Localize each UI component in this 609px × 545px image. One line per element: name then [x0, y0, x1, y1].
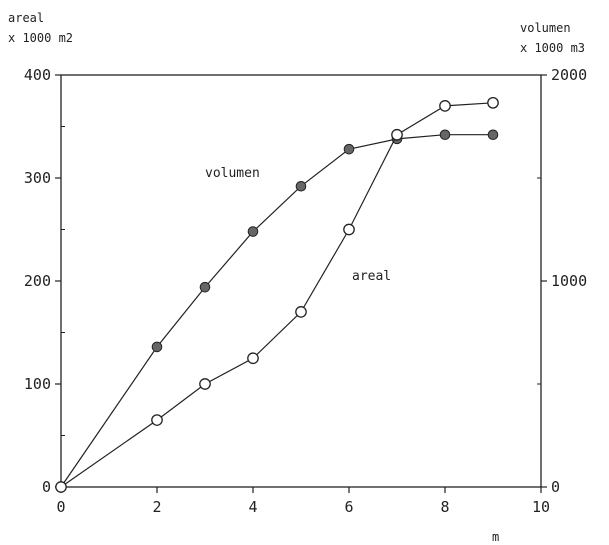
x-tick-label: 8: [440, 498, 449, 516]
x-axis-label: m: [492, 530, 499, 544]
data-point-volumen: [247, 226, 259, 237]
data-point-volumen: [199, 281, 211, 293]
plot-frame: [60, 74, 542, 488]
data-point-areal: [487, 96, 499, 109]
data-point-volumen: [295, 180, 307, 192]
left-axis-label-2: x 1000 m2: [8, 31, 73, 45]
data-point-volumen: [439, 129, 451, 141]
data-point-areal: [199, 378, 211, 390]
right-axis-label-2: x 1000 m3: [520, 41, 585, 55]
data-point-areal: [391, 128, 403, 141]
y-left-tick-label: 100: [24, 375, 51, 393]
y-left-tick-label: 400: [24, 66, 51, 84]
y-left-tick-label: 300: [24, 169, 51, 187]
data-point-areal: [247, 352, 259, 365]
left-axis-label-1: areal: [8, 11, 44, 25]
y-left-tick-label: 0: [42, 478, 51, 496]
series-line-volumen: [60, 134, 493, 488]
x-tick-label: 4: [248, 498, 257, 516]
series-label-volumen: volumen: [205, 166, 260, 181]
data-point-areal: [55, 481, 67, 493]
y-left-tick-label: 200: [24, 272, 51, 290]
data-point-areal: [295, 306, 307, 318]
data-point-volumen: [487, 129, 499, 141]
y-right-tick-label: 0: [551, 478, 560, 496]
data-point-volumen: [343, 143, 355, 155]
x-tick-label: 6: [344, 498, 353, 516]
data-point-areal: [343, 223, 355, 236]
x-tick-label: 2: [152, 498, 161, 516]
data-point-volumen: [151, 341, 163, 353]
y-right-tick-label: 1000: [551, 272, 587, 290]
series-label-areal: areal: [352, 269, 391, 284]
data-point-areal: [151, 414, 163, 426]
series-line-areal: [60, 102, 494, 488]
x-tick-label: 10: [532, 498, 550, 516]
x-tick-label: 0: [56, 498, 65, 516]
y-right-tick-label: 2000: [551, 66, 587, 84]
right-axis-label-1: volumen: [520, 21, 571, 35]
data-point-areal: [439, 100, 451, 112]
